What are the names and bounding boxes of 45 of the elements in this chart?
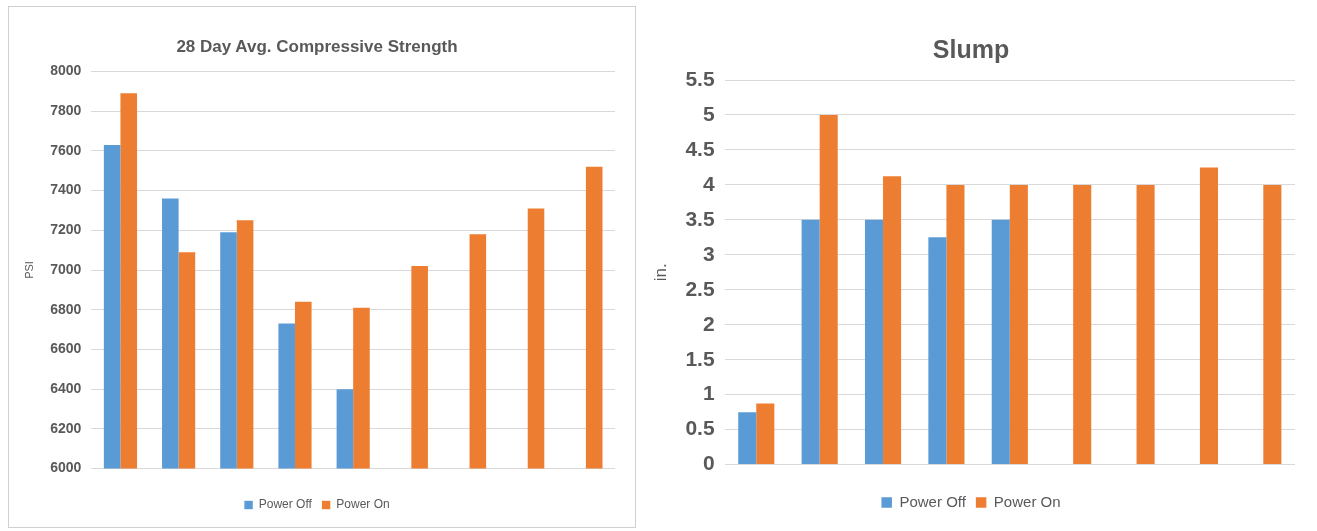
y-tick-label: 0.5 bbox=[685, 416, 715, 440]
bar bbox=[1263, 184, 1282, 465]
legend-label: Power On bbox=[336, 497, 390, 512]
y-tick-label: 6800 bbox=[50, 300, 82, 317]
legend-label: Power Off bbox=[258, 497, 313, 512]
y-tick-label: 1 bbox=[702, 381, 715, 405]
y-tick-label: 7800 bbox=[50, 101, 82, 118]
y-tick-label: 2 bbox=[702, 311, 715, 335]
y-tick-label: 6200 bbox=[50, 419, 82, 436]
y-tick-label: 7400 bbox=[50, 181, 82, 198]
y-tick-label: 4 bbox=[702, 171, 715, 195]
bar bbox=[738, 412, 757, 465]
bar bbox=[819, 114, 838, 465]
chart-title: 28 Day Avg. Compressive Strength bbox=[176, 36, 458, 56]
y-tick-label: 5 bbox=[702, 101, 715, 125]
chart-title: Slump bbox=[932, 34, 1010, 63]
y-tick-label: 1.5 bbox=[685, 346, 715, 370]
y-axis-title: in. bbox=[650, 263, 670, 282]
bar bbox=[1073, 184, 1092, 465]
y-tick-label: 4.5 bbox=[685, 136, 715, 160]
y-tick-label: 7600 bbox=[50, 141, 82, 158]
bar bbox=[928, 237, 947, 465]
y-tick-label: 2.5 bbox=[685, 276, 715, 300]
y-tick-label: 3 bbox=[702, 241, 715, 265]
bar bbox=[801, 219, 820, 465]
y-tick-label: 6400 bbox=[50, 380, 82, 397]
bar bbox=[864, 219, 884, 465]
y-tick-label: 7000 bbox=[50, 260, 82, 277]
y-tick-label: 7200 bbox=[50, 221, 82, 238]
bar bbox=[946, 184, 965, 465]
y-tick-label: 5.5 bbox=[685, 66, 715, 90]
bar bbox=[1199, 167, 1218, 465]
bar bbox=[756, 403, 775, 465]
legend-label: Power Off bbox=[899, 492, 967, 510]
y-tick-label: 0 bbox=[702, 451, 715, 475]
bar bbox=[1136, 184, 1155, 465]
bar bbox=[1009, 184, 1028, 465]
bar bbox=[883, 176, 902, 465]
y-tick-label: 6600 bbox=[50, 340, 82, 357]
y-tick-label: 6000 bbox=[50, 459, 82, 476]
y-tick-label: 8000 bbox=[50, 62, 82, 79]
legend-label: Power On bbox=[993, 492, 1061, 510]
y-tick-label: 3.5 bbox=[685, 206, 715, 230]
y-axis-title: PSI bbox=[22, 261, 35, 279]
bar bbox=[991, 219, 1010, 465]
